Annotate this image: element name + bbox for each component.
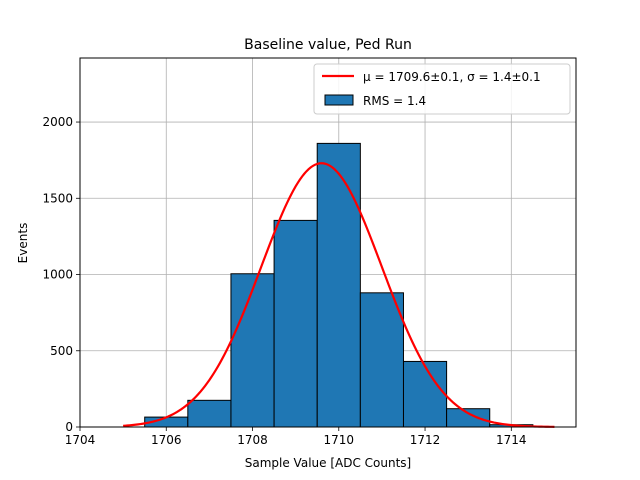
histogram-bar (446, 408, 491, 428)
y-tick-label: 500 (50, 344, 73, 358)
chart-title: Baseline value, Ped Run (244, 37, 412, 53)
legend-fit-label: μ = 1709.6±0.1, σ = 1.4±0.1 (363, 70, 541, 84)
y-tick-label: 0 (65, 420, 73, 434)
histogram-bar (187, 399, 232, 428)
x-tick-label: 1708 (237, 433, 268, 447)
legend-frame (313, 63, 571, 115)
x-tick-label: 1710 (324, 433, 355, 447)
legend-hist-swatch (324, 94, 354, 106)
histogram-bar (230, 273, 275, 428)
x-axis-label: Sample Value [ADC Counts] (245, 456, 411, 470)
x-tick-label: 1704 (65, 433, 96, 447)
gaussian-fit (123, 162, 555, 428)
x-tick-label: 1714 (496, 433, 527, 447)
histogram-bar (273, 219, 318, 428)
plot-frame (79, 57, 577, 428)
y-tick-label: 2000 (42, 115, 73, 129)
y-tick-label: 1000 (42, 268, 73, 282)
histogram-bars (144, 142, 534, 428)
x-tick-label: 1712 (410, 433, 441, 447)
histogram-bar (402, 360, 448, 428)
y-tick-label: 1500 (42, 191, 73, 205)
histogram-bar (316, 142, 361, 428)
histogram-bar (359, 292, 404, 428)
y-axis-label: Events (16, 223, 30, 264)
legend-hist-label: RMS = 1.4 (363, 94, 426, 108)
axis-ticks: 1704 1706 1708 1710 1712 1714 0 500 1000 1500 2000 (42, 115, 526, 447)
x-tick-label: 1706 (151, 433, 182, 447)
fit-curve (123, 162, 555, 428)
legend: μ = 1709.6±0.1, σ = 1.4±0.1 RMS = 1.4 (313, 63, 571, 115)
